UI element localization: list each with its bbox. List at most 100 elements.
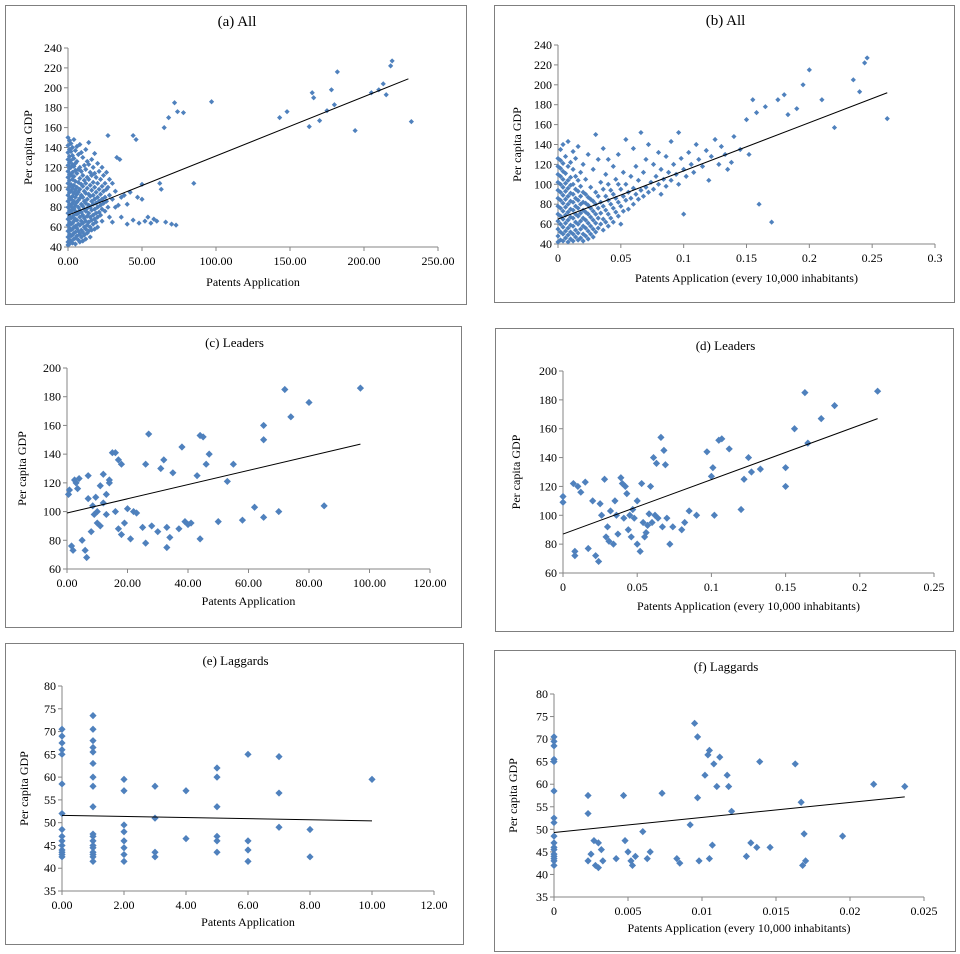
data-point — [600, 227, 606, 233]
data-point — [791, 760, 799, 768]
data-point — [83, 553, 91, 562]
data-point — [328, 87, 335, 93]
data-point — [161, 125, 167, 131]
y-tick-label: 80 — [540, 197, 552, 211]
data-point — [794, 106, 800, 112]
data-point — [97, 176, 104, 182]
data-point — [572, 219, 579, 225]
y-tick-label: 40 — [50, 240, 62, 254]
data-point — [133, 136, 139, 143]
data-point — [557, 197, 564, 203]
chart-title: (a) All — [218, 14, 257, 30]
data-point — [84, 495, 92, 503]
data-point — [850, 77, 856, 83]
data-point — [89, 773, 97, 781]
data-point — [593, 189, 599, 195]
data-point — [595, 193, 601, 199]
data-point — [655, 149, 662, 156]
data-point — [102, 510, 110, 519]
data-point — [114, 525, 123, 533]
data-point — [790, 425, 799, 433]
y-tick-label: 60 — [536, 777, 548, 791]
data-point — [277, 115, 283, 121]
x-tick-label: 120.00 — [414, 576, 447, 590]
data-point — [621, 837, 629, 845]
data-point — [151, 814, 159, 822]
data-point — [93, 174, 99, 180]
data-point — [559, 492, 567, 501]
x-tick-label: 0.1 — [704, 580, 719, 594]
chart-panel-e: (e) Laggards 35 40 45 50 55 60 65 70 75 80 0.00 2.00… — [5, 643, 464, 945]
data-point — [74, 170, 80, 176]
x-tick-label: 80.00 — [296, 576, 323, 590]
data-point — [595, 205, 601, 211]
data-point — [560, 141, 566, 148]
y-tick-label: 65 — [536, 755, 548, 769]
y-tick-label: 200 — [43, 361, 61, 375]
y-tick-label: 50 — [536, 822, 548, 836]
data-point — [158, 186, 164, 192]
y-tick-label: 140 — [539, 451, 557, 465]
data-point — [148, 220, 154, 226]
data-point — [320, 502, 328, 510]
data-point — [306, 825, 314, 834]
y-tick-label: 60 — [540, 217, 552, 231]
data-point — [92, 493, 100, 501]
data-point — [560, 160, 566, 167]
data-point — [275, 507, 283, 516]
y-tick-label: 75 — [44, 702, 56, 716]
data-point — [142, 218, 148, 224]
data-point — [84, 472, 92, 480]
data-point — [213, 837, 221, 845]
data-point — [587, 850, 595, 858]
data-point — [737, 505, 745, 514]
data-point — [630, 145, 636, 152]
chart-panel-f: (f) Laggards 35 40 45 50 55 60 65 70 75 80 0 0.005 0.… — [494, 650, 956, 952]
data-point — [605, 181, 611, 187]
y-tick-label: 120 — [44, 160, 62, 174]
data-point — [630, 201, 636, 207]
data-point — [560, 192, 566, 198]
x-tick-label: 4.00 — [176, 898, 197, 912]
data-point — [600, 475, 609, 483]
data-point — [590, 166, 596, 172]
chart-e-svg: (e) Laggards 35 40 45 50 55 60 65 70 75 80 0.00 2.00… — [17, 653, 448, 929]
data-point — [598, 221, 604, 227]
data-point — [830, 402, 839, 410]
data-point — [306, 853, 314, 861]
data-point — [731, 133, 737, 140]
data-point — [103, 169, 110, 175]
data-point — [595, 156, 601, 163]
data-point — [154, 528, 162, 536]
y-tick-label: 55 — [536, 800, 548, 814]
data-point — [89, 782, 97, 790]
data-point — [710, 760, 718, 768]
y-tick-label: 200 — [534, 78, 552, 92]
data-point — [334, 69, 340, 75]
data-point — [648, 179, 654, 185]
data-point — [695, 857, 703, 865]
data-point — [565, 225, 571, 231]
data-point — [703, 448, 711, 456]
data-point — [595, 225, 601, 231]
data-point — [628, 195, 634, 201]
y-tick-label: 100 — [539, 508, 557, 522]
data-point — [578, 235, 584, 241]
data-point — [205, 450, 213, 458]
data-point — [708, 153, 714, 160]
data-point — [75, 204, 81, 210]
data-point — [555, 233, 561, 239]
data-point — [275, 823, 283, 831]
data-point — [696, 156, 702, 163]
y-tick-label: 80 — [50, 200, 62, 214]
y-tick-label: 60 — [49, 562, 61, 576]
data-point — [665, 169, 672, 175]
data-point — [646, 482, 655, 491]
data-point — [645, 510, 653, 518]
data-point — [650, 186, 657, 192]
data-point — [121, 192, 127, 198]
data-point — [584, 809, 592, 818]
data-point — [565, 193, 571, 199]
data-point — [105, 204, 111, 210]
x-axis-label: Patents Application (every 10,000 inhabi… — [635, 271, 858, 285]
